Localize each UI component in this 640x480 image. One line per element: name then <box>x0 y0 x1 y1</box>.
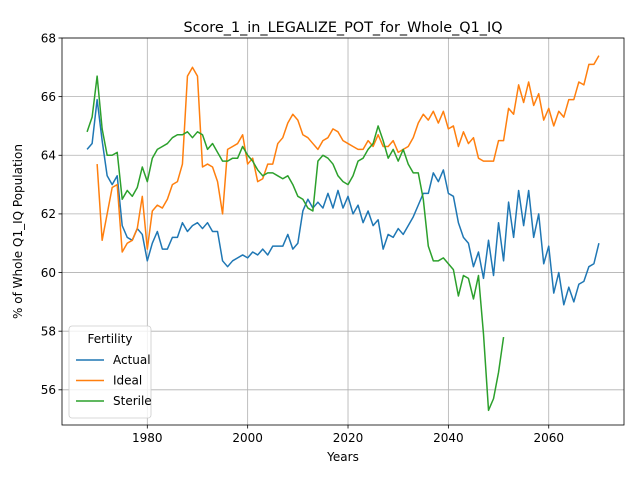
x-tick-label: 2000 <box>232 431 263 445</box>
y-tick-label: 64 <box>41 149 56 163</box>
legend-title: Fertility <box>87 332 132 346</box>
chart-title: Score_1_in_LEGALIZE_POT_for_Whole_Q1_IQ <box>183 20 502 36</box>
plot-lines <box>86 55 600 412</box>
y-axis-label: % of Whole Q1_IQ Population <box>11 144 25 319</box>
y-tick-label: 62 <box>41 207 56 221</box>
x-tick-label: 2060 <box>533 431 564 445</box>
series-line-actual <box>86 98 600 306</box>
x-axis-label: Years <box>326 450 359 464</box>
y-tick-label: 66 <box>41 90 56 104</box>
legend-box <box>68 325 152 419</box>
y-tick-label: 68 <box>41 31 56 45</box>
y-tick-label: 56 <box>41 383 56 397</box>
y-tick-label: 60 <box>41 266 56 280</box>
legend: Fertility Actual Ideal Sterile <box>68 325 152 419</box>
legend-label-sterile: Sterile <box>113 394 152 408</box>
plot-frame <box>61 37 625 426</box>
x-tick-label: 2020 <box>333 431 364 445</box>
axis-ticks: 1980 2000 2020 2040 2060 56 58 60 62 64 66 68 <box>41 31 564 445</box>
x-tick-label: 2040 <box>433 431 464 445</box>
legend-label-ideal: Ideal <box>113 374 142 388</box>
series-line-ideal <box>96 55 600 253</box>
series-line-sterile <box>86 75 505 412</box>
legend-label-actual: Actual <box>113 353 151 367</box>
y-tick-label: 58 <box>41 324 56 338</box>
x-tick-label: 1980 <box>132 431 163 445</box>
